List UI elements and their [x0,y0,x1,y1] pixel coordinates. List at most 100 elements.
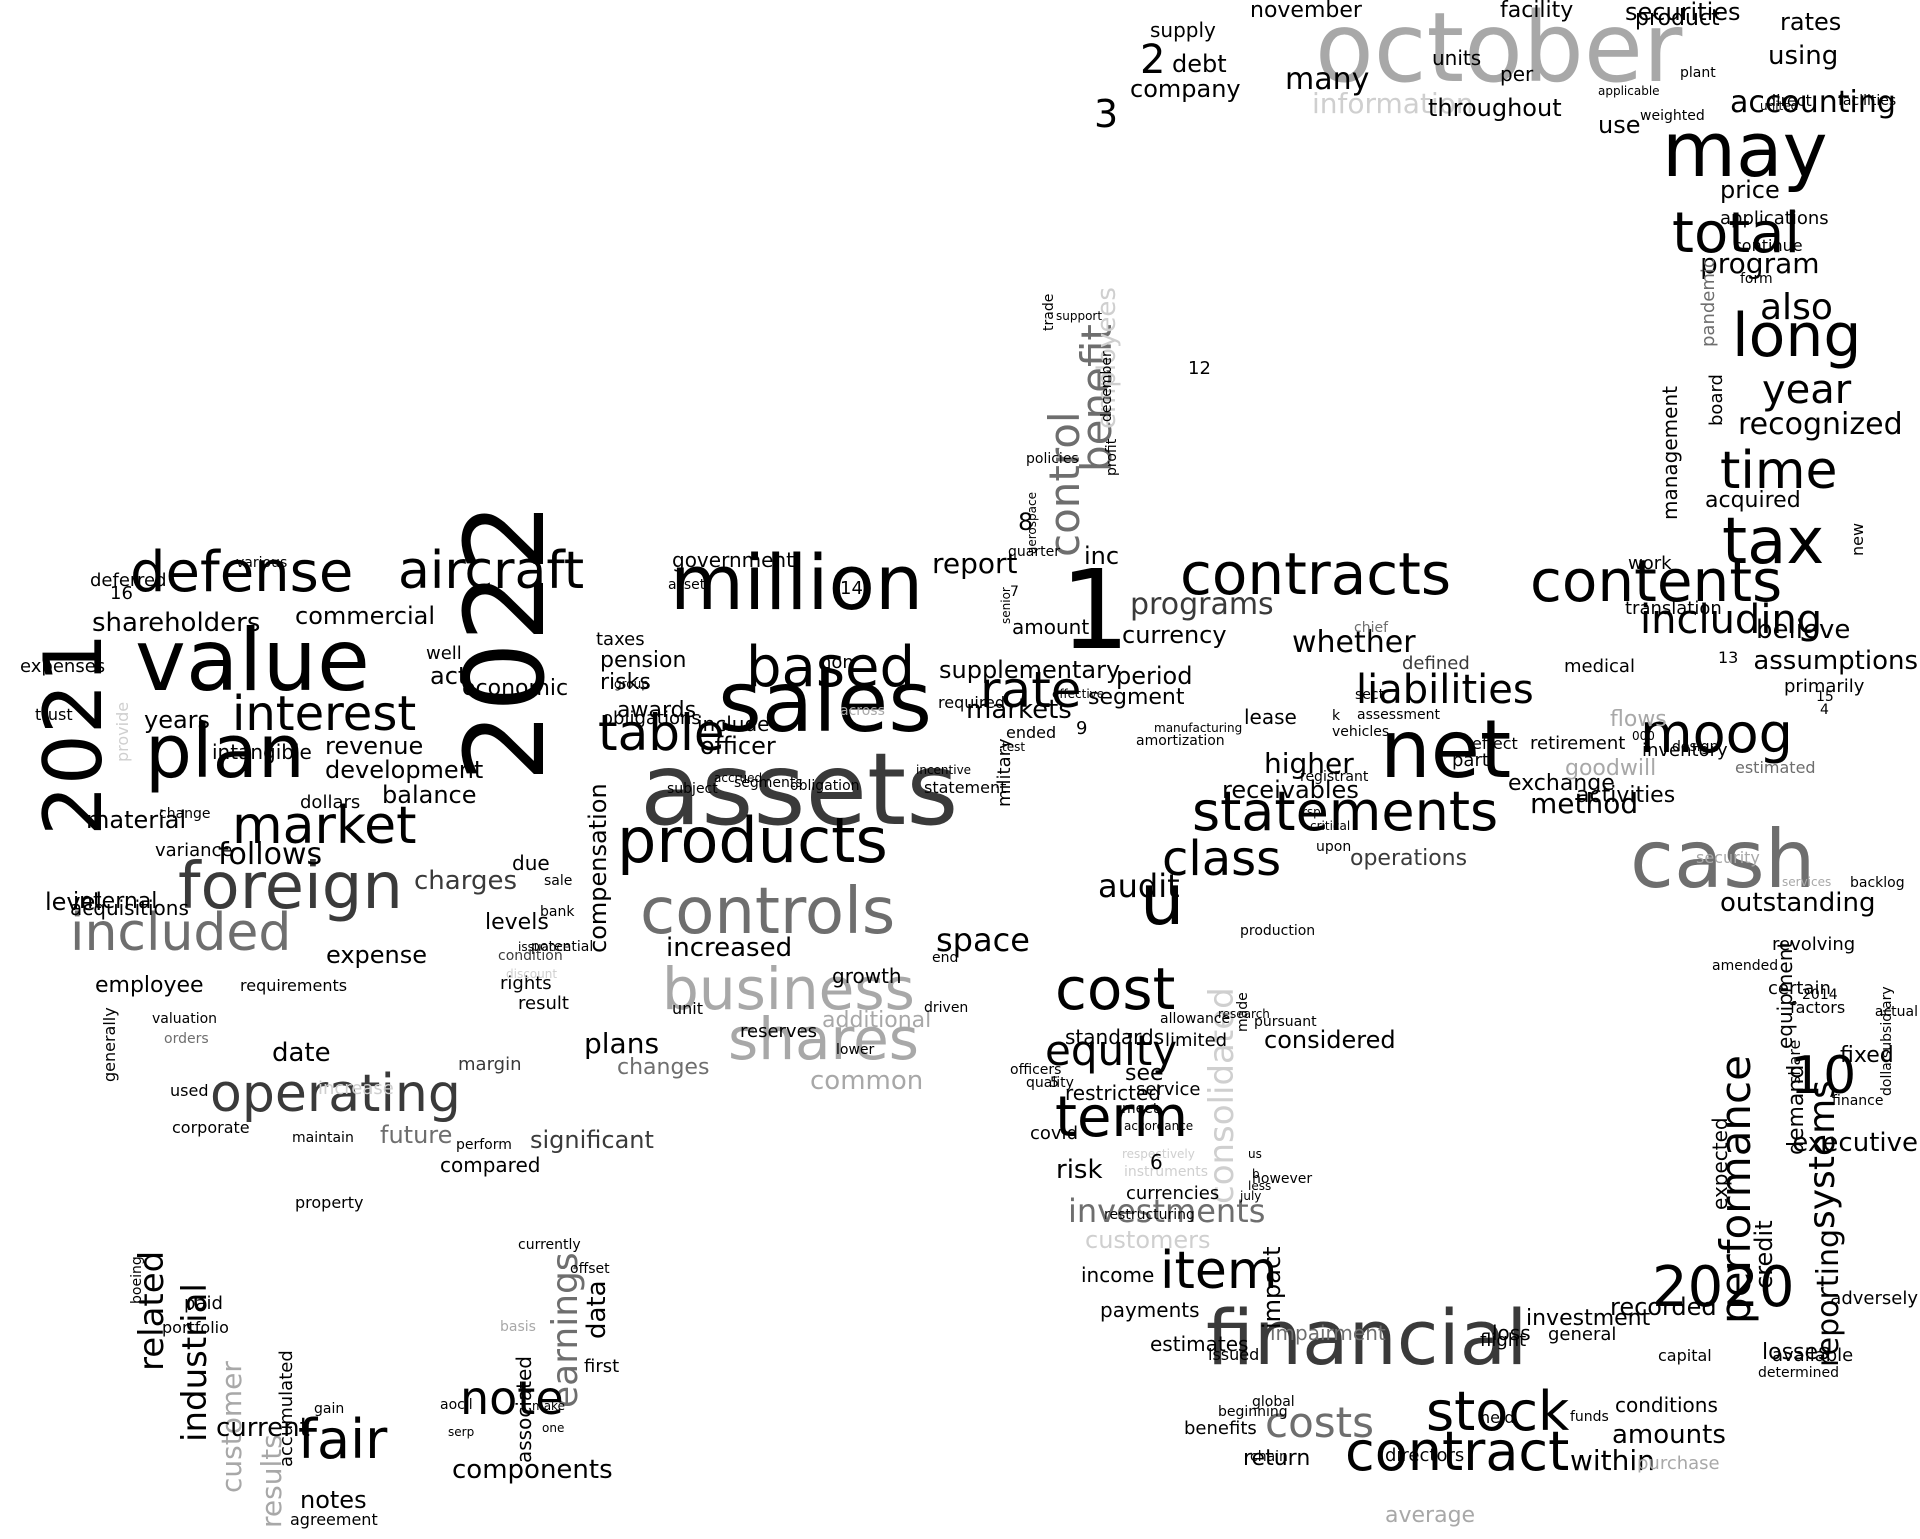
cloud-word: provide [113,701,132,762]
cloud-word: operations [1350,846,1468,871]
cloud-word: chief [1354,620,1389,636]
cloud-word: rates [1780,8,1842,36]
cloud-word: assumptions [1753,646,1918,676]
cloud-word: variance [155,840,233,861]
cloud-word: ended [1006,723,1057,742]
cloud-word: throughout [1428,94,1562,122]
cloud-word: result [518,993,569,1014]
cloud-word: foreign [178,850,403,924]
cloud-word: defense [130,540,354,605]
cloud-word: considered [1264,1026,1396,1054]
cloud-word: years [144,706,211,734]
cloud-word: internal [73,889,158,914]
cloud-word: class [1162,831,1282,887]
cloud-word: programs [1130,587,1274,622]
cloud-word: loss [1492,1321,1531,1345]
cloud-word: deferred [90,570,167,591]
cloud-word: 6 [1150,1150,1163,1174]
cloud-word: amounts [1612,1420,1726,1450]
cloud-word: capital [1658,1346,1712,1365]
cloud-word: management [1658,386,1682,520]
cloud-word: supplementary [939,656,1121,684]
cloud-word: profit [1104,438,1120,477]
cloud-word: supply [1150,18,1216,42]
cloud-word: long [1732,301,1862,371]
cloud-word: backlog [1850,875,1905,891]
cloud-word: assets [640,731,959,848]
cloud-word: financial [1206,1293,1528,1382]
cloud-word: sect [1355,687,1385,703]
cloud-word: effective [1052,687,1105,701]
cloud-word: income [1081,1263,1155,1287]
cloud-word: purchase [1637,1453,1720,1474]
cloud-word: estimates [1150,1332,1249,1356]
cloud-word: inventory [1642,740,1728,761]
cloud-word: losses [1762,1340,1830,1365]
cloud-word: segment [1088,685,1185,710]
cloud-word: october [1315,0,1683,104]
cloud-word: level [45,888,103,916]
cloud-word: revenue [325,732,424,760]
cloud-word: manufacturing [1154,721,1243,735]
cloud-word: upon [1316,839,1352,855]
cloud-word: million [670,538,924,627]
cloud-word: 4 [1820,702,1829,718]
cloud-word: trade [1041,293,1057,331]
cloud-word: 13 [1718,648,1739,667]
cloud-word: new [1848,523,1867,557]
cloud-word: interest [232,686,417,742]
cloud-word: controls [640,875,896,949]
cloud-word: investments [1068,1192,1266,1230]
cloud-word: corporate [172,1118,250,1137]
cloud-word: current [216,1413,310,1443]
cloud-word: common [810,1066,924,1096]
cloud-word: employee [95,973,204,998]
cloud-word: rights [500,973,552,994]
cloud-word: data [582,1280,612,1340]
cloud-word: pension [600,648,687,673]
cloud-word: defined [1402,653,1470,674]
cloud-word: executive [1792,1128,1918,1158]
cloud-word: flight [1480,1330,1527,1351]
cloud-word: non [820,652,854,673]
cloud-word: valuation [152,1011,218,1027]
cloud-word: 9 [1076,718,1088,739]
cloud-word: business [662,955,915,1023]
cloud-word: per [1500,62,1534,86]
cloud-word: exchange [1508,771,1615,796]
cloud-word: note [460,1371,564,1425]
cloud-word: direct [1766,91,1812,110]
cloud-word: restricted [1065,1081,1161,1105]
cloud-word: components [452,1455,613,1485]
cloud-word: critical [1310,819,1351,833]
cloud-word: plant [1680,65,1716,81]
cloud-word: fair [298,1408,388,1471]
cloud-word: accordance [1124,1119,1194,1133]
cloud-word: 15 [1816,689,1834,705]
cloud-word: markets [966,695,1072,725]
cloud-word: year [1762,367,1852,413]
cloud-word: issued [1208,1345,1260,1364]
cloud-word: serp [448,1425,475,1439]
cloud-word: net [1380,703,1512,796]
cloud-word: applications [1720,208,1829,229]
cloud-word: continue [1733,236,1803,255]
cloud-word: information [1312,87,1474,120]
cloud-word: restructuring [1104,1207,1195,1223]
cloud-word: incentive [916,763,972,777]
cloud-word: security [1696,848,1760,867]
cloud-word: including [1640,597,1823,643]
cloud-word: limited [1165,1030,1228,1051]
cloud-word: additional [822,1008,932,1033]
cloud-word: amortization [1136,733,1225,749]
cloud-word: liabilities [1356,667,1534,713]
cloud-word: factors [1790,998,1846,1017]
cloud-word: amount [1012,615,1090,639]
cloud-word: part [1452,750,1489,771]
cloud-word: covid [1030,1123,1078,1144]
cloud-word: market [232,796,417,856]
cloud-word: contents [1530,547,1783,615]
cloud-word: average [1385,1503,1476,1528]
cloud-word: agreement [290,1510,378,1529]
